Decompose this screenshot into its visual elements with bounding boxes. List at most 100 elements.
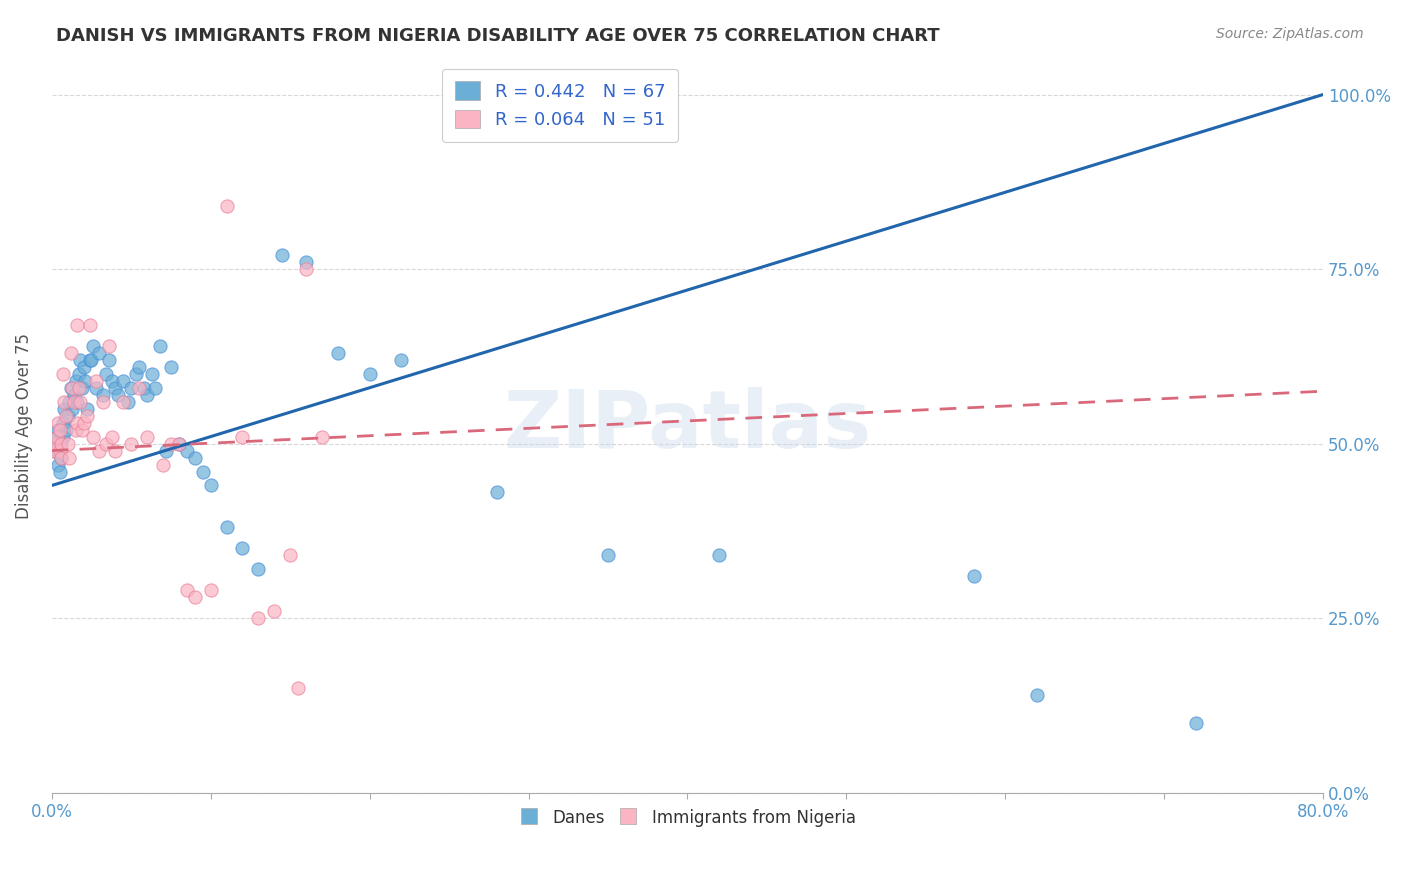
Point <box>128 381 150 395</box>
Point <box>65 374 87 388</box>
Point <box>76 401 98 416</box>
Point <box>247 562 270 576</box>
Point <box>215 520 238 534</box>
Point <box>55 423 77 437</box>
Point <box>82 339 104 353</box>
Text: Source: ZipAtlas.com: Source: ZipAtlas.com <box>1216 27 1364 41</box>
Point <box>101 429 124 443</box>
Point <box>596 549 619 563</box>
Point <box>51 450 73 465</box>
Point <box>66 394 89 409</box>
Point <box>63 394 86 409</box>
Point <box>70 423 93 437</box>
Point <box>63 388 86 402</box>
Point <box>59 346 82 360</box>
Point <box>184 450 207 465</box>
Point <box>65 423 87 437</box>
Point <box>136 388 159 402</box>
Point <box>191 465 214 479</box>
Point <box>97 352 120 367</box>
Point <box>184 590 207 604</box>
Point <box>46 423 69 437</box>
Point <box>89 443 111 458</box>
Point <box>66 416 89 430</box>
Point <box>48 436 70 450</box>
Point <box>128 359 150 374</box>
Point <box>152 458 174 472</box>
Text: DANISH VS IMMIGRANTS FROM NIGERIA DISABILITY AGE OVER 75 CORRELATION CHART: DANISH VS IMMIGRANTS FROM NIGERIA DISABI… <box>56 27 939 45</box>
Point <box>52 416 75 430</box>
Point <box>79 352 101 367</box>
Point <box>70 381 93 395</box>
Point <box>84 381 107 395</box>
Point <box>176 583 198 598</box>
Point <box>107 388 129 402</box>
Point <box>104 381 127 395</box>
Point <box>200 583 222 598</box>
Point <box>52 367 75 381</box>
Point <box>53 401 76 416</box>
Point <box>1185 715 1208 730</box>
Point <box>94 367 117 381</box>
Point <box>263 604 285 618</box>
Point <box>56 409 79 423</box>
Point <box>42 443 65 458</box>
Point <box>231 429 253 443</box>
Point <box>72 416 94 430</box>
Point <box>89 346 111 360</box>
Point <box>167 436 190 450</box>
Point <box>97 339 120 353</box>
Point <box>55 409 77 423</box>
Point <box>58 450 80 465</box>
Point <box>155 443 177 458</box>
Point <box>46 416 69 430</box>
Point <box>295 262 318 277</box>
Point <box>76 409 98 423</box>
Point <box>231 541 253 556</box>
Point <box>69 394 91 409</box>
Point <box>141 367 163 381</box>
Point <box>44 436 66 450</box>
Point <box>160 436 183 450</box>
Point <box>67 367 90 381</box>
Point <box>112 374 135 388</box>
Point <box>46 458 69 472</box>
Point <box>101 374 124 388</box>
Point <box>149 339 172 353</box>
Point <box>200 478 222 492</box>
Point <box>143 381 166 395</box>
Point <box>48 423 70 437</box>
Point <box>62 381 84 395</box>
Point <box>48 465 70 479</box>
Point <box>120 436 142 450</box>
Point <box>271 248 294 262</box>
Point <box>176 443 198 458</box>
Point <box>104 443 127 458</box>
Point <box>295 255 318 269</box>
Point <box>51 436 73 450</box>
Point <box>962 569 984 583</box>
Point <box>84 374 107 388</box>
Point <box>69 352 91 367</box>
Point <box>311 429 333 443</box>
Legend: Danes, Immigrants from Nigeria: Danes, Immigrants from Nigeria <box>510 801 865 836</box>
Point <box>45 429 67 443</box>
Point <box>62 401 84 416</box>
Point <box>66 318 89 332</box>
Point <box>120 381 142 395</box>
Point <box>94 436 117 450</box>
Point <box>45 429 67 443</box>
Point <box>52 429 75 443</box>
Y-axis label: Disability Age Over 75: Disability Age Over 75 <box>15 333 32 519</box>
Point <box>80 352 103 367</box>
Point <box>112 394 135 409</box>
Point <box>42 436 65 450</box>
Point <box>278 549 301 563</box>
Point <box>326 346 349 360</box>
Point <box>75 374 97 388</box>
Point <box>247 611 270 625</box>
Text: ZIPatlas: ZIPatlas <box>503 387 872 465</box>
Point <box>125 367 148 381</box>
Point <box>67 381 90 395</box>
Point <box>53 394 76 409</box>
